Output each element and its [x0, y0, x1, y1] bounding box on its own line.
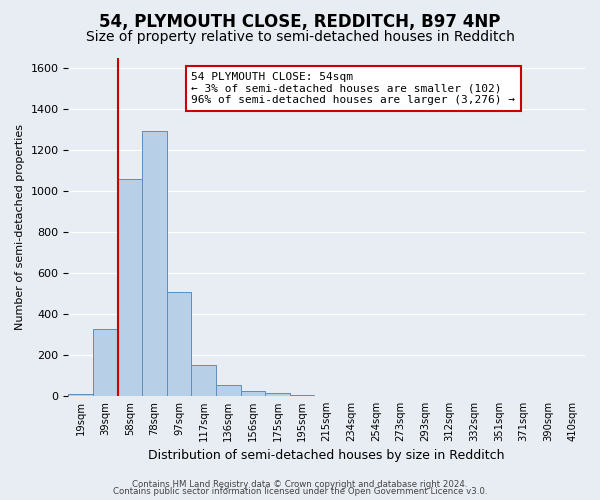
- Text: Contains public sector information licensed under the Open Government Licence v3: Contains public sector information licen…: [113, 488, 487, 496]
- Text: Contains HM Land Registry data © Crown copyright and database right 2024.: Contains HM Land Registry data © Crown c…: [132, 480, 468, 489]
- X-axis label: Distribution of semi-detached houses by size in Redditch: Distribution of semi-detached houses by …: [148, 450, 505, 462]
- Bar: [142, 132, 167, 396]
- Bar: [290, 395, 314, 396]
- Text: 54 PLYMOUTH CLOSE: 54sqm
← 3% of semi-detached houses are smaller (102)
96% of s: 54 PLYMOUTH CLOSE: 54sqm ← 3% of semi-de…: [191, 72, 515, 105]
- Bar: [68, 394, 93, 396]
- Bar: [265, 393, 290, 396]
- Bar: [241, 391, 265, 396]
- Bar: [118, 178, 142, 396]
- Bar: [93, 330, 118, 396]
- Bar: [191, 365, 216, 396]
- Bar: [216, 384, 241, 396]
- Text: 54, PLYMOUTH CLOSE, REDDITCH, B97 4NP: 54, PLYMOUTH CLOSE, REDDITCH, B97 4NP: [100, 12, 500, 30]
- Text: Size of property relative to semi-detached houses in Redditch: Size of property relative to semi-detach…: [86, 30, 514, 44]
- Y-axis label: Number of semi-detached properties: Number of semi-detached properties: [15, 124, 25, 330]
- Bar: [167, 292, 191, 396]
